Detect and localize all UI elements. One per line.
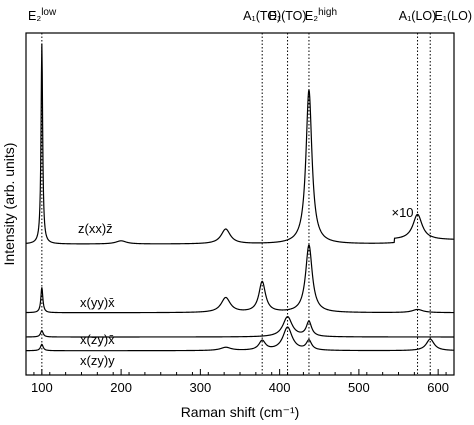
x-tick-label: 300 (190, 380, 212, 395)
x-tick-label: 100 (31, 380, 53, 395)
scale-factor-label: ×10 (391, 205, 413, 220)
trace-label: x(zy)x̄ (80, 332, 115, 347)
peak-label: E₁(LO) (434, 9, 472, 23)
x-tick-label: 400 (269, 380, 291, 395)
trace-labels: z(xx)z̄ x(yy)x̄ x(zy)x̄ x(zy)y (78, 221, 115, 368)
spectrum-line (25, 243, 455, 314)
trace-label: x(zy)y (80, 353, 115, 368)
spectrum-line (26, 326, 455, 352)
peak-labels: E₂low A₁(TO)E₁(TO)E₂high A₁(LO)E₁(LO) (28, 7, 472, 23)
peak-label: E₂low (28, 7, 57, 23)
trace-label: z(xx)z̄ (78, 221, 113, 236)
spectra-series (25, 43, 455, 352)
spectrum-line (25, 316, 454, 338)
x-tick-label: 600 (427, 380, 449, 395)
y-axis-title: Intensity (arb. units) (1, 143, 17, 266)
trace-label: x(yy)x̄ (80, 295, 115, 310)
x-axis-ticks: 100 200 300 400 500 600 (31, 369, 449, 395)
x-tick-label: 500 (348, 380, 370, 395)
plot-frame (25, 32, 455, 376)
peak-label: E₁(TO) (269, 9, 307, 23)
x-axis-title: Raman shift (cm⁻¹) (181, 404, 300, 420)
spectrum-line (25, 43, 455, 245)
x-tick-label: 200 (110, 380, 132, 395)
peak-label: E₂high (305, 7, 337, 23)
annotations: ×10 (391, 205, 413, 220)
peak-label: A₁(TO) (243, 9, 281, 23)
peak-marker-lines (41, 33, 431, 375)
peak-label: A₁(LO) (399, 9, 437, 23)
